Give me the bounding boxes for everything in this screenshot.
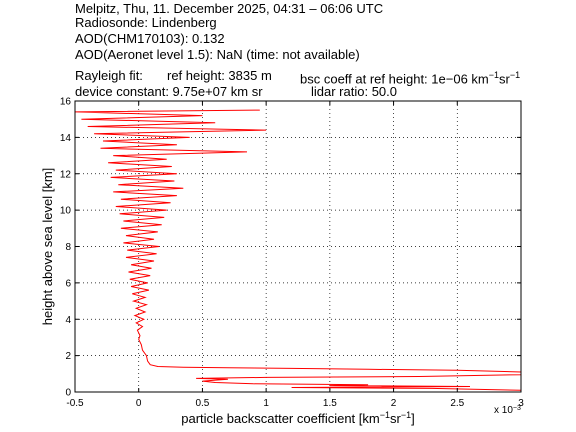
x-axis-label-part: −1 [401, 410, 411, 420]
x-tick-label: 2 [391, 398, 397, 409]
chart-title-line3: AOD(CHM170103): 0.132 [75, 31, 225, 46]
y-tick-label: 2 [65, 351, 71, 362]
series-line [74, 109, 522, 391]
y-axis-label: height above sea level [km] [40, 168, 55, 326]
x-tick-label: 0.5 [195, 398, 209, 409]
bsc-coeff-text: bsc coeff at ref height: 1e−06 km−1sr−1 [300, 68, 520, 86]
device-constant-text: device constant: 9.75e+07 km sr [75, 84, 263, 99]
x-exponent-power: −3 [513, 405, 521, 412]
x-axis-label-part: ] [411, 411, 415, 426]
bsc-coeff-prefix: bsc coeff at ref height: 1e−06 km [300, 71, 489, 87]
y-tick-label: 6 [65, 278, 71, 289]
x-axis-label: particle backscatter coefficient [km−1sr… [181, 410, 414, 426]
chart-title-line1: Melpitz, Thu, 11. December 2025, 04:31 –… [75, 1, 384, 16]
x-tick-label: 3 [518, 398, 524, 409]
ref-height-text: ref height: 3835 m [167, 68, 272, 83]
x-tick-label: 1 [263, 398, 269, 409]
chart-title-line2: Radiosonde: Lindenberg [75, 15, 217, 30]
y-tick-label: 10 [60, 206, 72, 217]
x-axis-label-part: −1 [380, 410, 390, 420]
x-tick-label: 2.5 [450, 398, 464, 409]
bsc-coeff-mid: sr [499, 71, 510, 87]
y-tick-label: 4 [65, 315, 71, 326]
y-tick-label: 8 [65, 242, 71, 253]
x-exponent-base: x 10 [494, 405, 513, 416]
x-tick-label: 0 [136, 398, 142, 409]
y-tick-label: 16 [60, 97, 72, 108]
rayleigh-fit-label: Rayleigh fit: [75, 68, 143, 83]
x-axis-label-part: sr [390, 411, 402, 426]
x-tick-label: -0.5 [66, 398, 84, 409]
chart-title-line4: AOD(Aeronet level 1.5): NaN (time: not a… [75, 47, 360, 62]
bsc-coeff-sup1: −1 [488, 70, 500, 80]
series-layer [74, 109, 522, 391]
lidar-ratio-text: lidar ratio: 50.0 [311, 84, 397, 99]
y-tick-label: 14 [60, 133, 72, 144]
bsc-coeff-sup2: −1 [509, 70, 521, 80]
y-tick-label: 0 [65, 388, 71, 399]
y-tick-label: 12 [60, 169, 72, 180]
x-axis-exponent: x 10−3 [494, 405, 521, 417]
x-tick-label: 1.5 [323, 398, 337, 409]
x-axis-label-part: particle backscatter coefficient [km [181, 411, 379, 426]
